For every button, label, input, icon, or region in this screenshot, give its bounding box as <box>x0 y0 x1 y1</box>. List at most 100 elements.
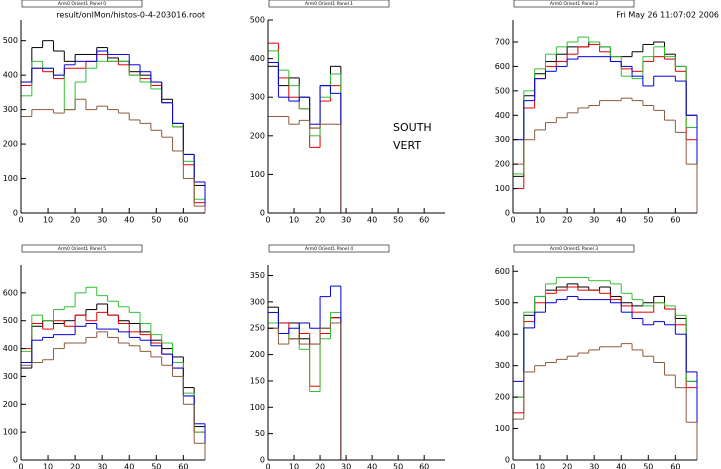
panel-title-box <box>268 0 390 8</box>
y-tick-label: 600 <box>3 288 18 297</box>
x-tick-label: 0 <box>18 216 23 225</box>
y-tick-label: 0 <box>260 456 265 465</box>
x-tick-label: 60 <box>419 463 429 469</box>
y-tick-label: 0 <box>13 456 18 465</box>
y-tick-label: 300 <box>250 93 265 102</box>
y-tick-label: 300 <box>495 361 510 370</box>
x-tick-label: 30 <box>589 216 599 225</box>
x-tick-label: 30 <box>341 463 351 469</box>
x-tick-label: 30 <box>97 216 107 225</box>
x-tick-label: 50 <box>643 216 653 225</box>
y-tick-label: 100 <box>495 424 510 433</box>
x-tick-label: 60 <box>670 216 680 225</box>
x-tick-label: 60 <box>419 216 429 225</box>
x-tick-label: 0 <box>510 463 515 469</box>
side-label: SOUTH <box>393 121 432 134</box>
x-tick-label: 50 <box>151 463 161 469</box>
y-tick-label: 150 <box>250 376 265 385</box>
x-tick-label: 10 <box>535 216 545 225</box>
x-tick-label: 50 <box>393 463 403 469</box>
y-tick-label: 300 <box>495 135 510 144</box>
x-tick-label: 10 <box>535 463 545 469</box>
x-tick-label: 30 <box>341 216 351 225</box>
y-tick-label: 0 <box>505 209 510 218</box>
y-tick-label: 400 <box>495 111 510 120</box>
x-tick-label: 40 <box>367 216 377 225</box>
x-tick-label: 10 <box>43 216 53 225</box>
x-tick-label: 0 <box>510 216 515 225</box>
y-tick-label: 300 <box>250 297 265 306</box>
side-label: VERT <box>393 139 421 152</box>
y-tick-label: 0 <box>505 456 510 465</box>
panel-title-box <box>268 244 390 253</box>
x-tick-label: 10 <box>289 216 299 225</box>
date: Fri May 26 11:07:02 2006 <box>616 11 719 20</box>
y-tick-label: 400 <box>495 330 510 339</box>
panel-title: Arm0 Orient1 Panel 2 <box>550 1 598 7</box>
y-tick-label: 500 <box>3 36 18 45</box>
x-tick-label: 10 <box>43 463 53 469</box>
panel-title-box <box>21 244 143 253</box>
panel-title: Arm0 Orient1 Panel 1 <box>305 1 353 7</box>
x-tick-label: 50 <box>393 216 403 225</box>
y-tick-label: 500 <box>3 316 18 325</box>
panel-title-box <box>21 0 143 8</box>
y-tick-label: 0 <box>13 209 18 218</box>
y-tick-label: 50 <box>255 429 265 438</box>
y-tick-label: 400 <box>250 54 265 63</box>
y-tick-label: 200 <box>495 160 510 169</box>
y-tick-label: 500 <box>495 298 510 307</box>
panel-title: Arm0 Orient1 Panel 0 <box>58 1 106 7</box>
y-tick-label: 200 <box>250 131 265 140</box>
x-tick-label: 20 <box>315 216 325 225</box>
x-tick-label: 0 <box>265 216 270 225</box>
x-tick-label: 40 <box>616 463 626 469</box>
panel-title: Arm0 Orient1 Panel 3 <box>550 246 598 252</box>
y-tick-label: 0 <box>260 209 265 218</box>
y-tick-label: 400 <box>3 344 18 353</box>
y-tick-label: 500 <box>495 86 510 95</box>
y-tick-label: 400 <box>3 71 18 80</box>
y-tick-label: 200 <box>3 400 18 409</box>
x-tick-label: 50 <box>151 216 161 225</box>
x-tick-label: 20 <box>70 216 80 225</box>
x-tick-label: 40 <box>616 216 626 225</box>
y-tick-label: 200 <box>250 350 265 359</box>
x-tick-label: 30 <box>589 463 599 469</box>
y-tick-label: 500 <box>250 16 265 25</box>
x-tick-label: 40 <box>124 216 134 225</box>
y-tick-label: 100 <box>3 174 18 183</box>
x-tick-label: 30 <box>97 463 107 469</box>
y-tick-label: 300 <box>3 372 18 381</box>
x-tick-label: 40 <box>124 463 134 469</box>
x-tick-label: 0 <box>18 463 23 469</box>
y-tick-label: 350 <box>250 271 265 280</box>
y-tick-label: 100 <box>3 428 18 437</box>
y-tick-label: 300 <box>3 105 18 114</box>
x-tick-label: 10 <box>289 463 299 469</box>
y-tick-label: 200 <box>3 140 18 149</box>
x-tick-label: 20 <box>562 216 572 225</box>
x-tick-label: 40 <box>367 463 377 469</box>
x-tick-label: 50 <box>643 463 653 469</box>
y-tick-label: 100 <box>495 184 510 193</box>
panel-title-box <box>513 244 635 253</box>
x-tick-label: 20 <box>70 463 80 469</box>
x-tick-label: 20 <box>315 463 325 469</box>
y-tick-label: 700 <box>495 37 510 46</box>
x-tick-label: 0 <box>265 463 270 469</box>
y-tick-label: 600 <box>495 267 510 276</box>
x-tick-label: 60 <box>670 463 680 469</box>
y-tick-label: 100 <box>250 170 265 179</box>
y-tick-label: 100 <box>250 403 265 412</box>
y-tick-label: 250 <box>250 324 265 333</box>
file-name: result/onlMon/histos-0-4-203016.root <box>56 11 205 20</box>
y-tick-label: 600 <box>495 62 510 71</box>
y-tick-label: 200 <box>495 393 510 402</box>
panel-title: Arm0 Orient1 Panel 5 <box>58 246 106 252</box>
panel-title: Arm0 Orient1 Panel 4 <box>305 246 353 252</box>
x-tick-label: 20 <box>562 463 572 469</box>
x-tick-label: 60 <box>178 463 188 469</box>
